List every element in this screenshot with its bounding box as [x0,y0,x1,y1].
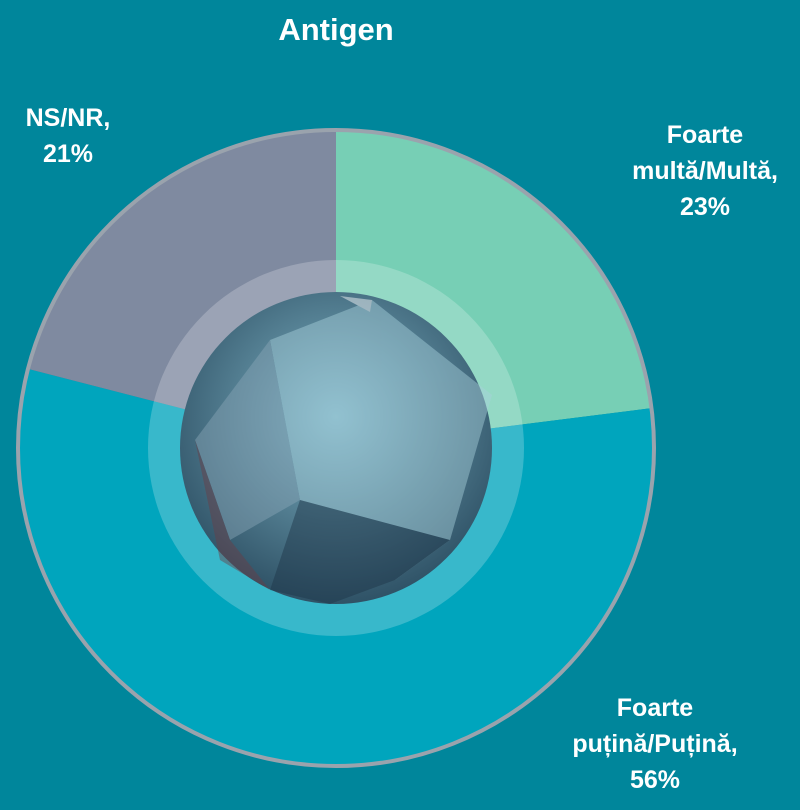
page: Antigen Foarte multă/Multă, 23% Foarte p… [0,0,800,810]
slice-name: NS/NR, [26,100,111,136]
chart-title: Antigen [278,12,393,48]
slice-name: Foarte puțină/Puțină, [572,690,737,762]
data-label: NS/NR, 21% [26,100,111,172]
data-label: Foarte puțină/Puțină, 56% [572,690,737,798]
slice-name: Foarte multă/Multă, [632,117,778,189]
slice-value: 23% [680,189,730,225]
data-label: Foarte multă/Multă, 23% [632,117,778,225]
slice-value: 56% [630,762,680,798]
slice-value: 21% [43,136,93,172]
